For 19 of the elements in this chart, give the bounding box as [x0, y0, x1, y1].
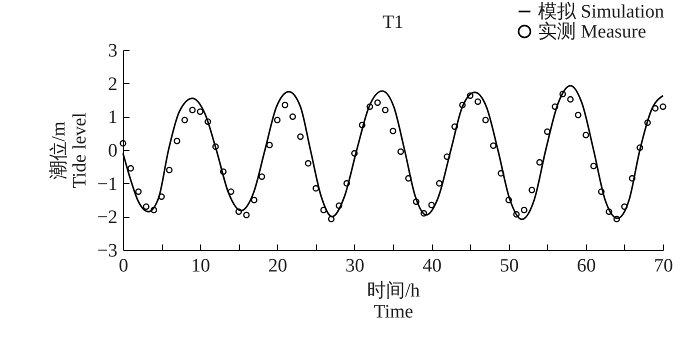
x-tick-label: 20: [268, 256, 288, 276]
x-tick-label: 30: [345, 256, 364, 276]
legend-label: 模拟 Simulation: [538, 2, 665, 22]
legend-label: 实测 Measure: [538, 20, 646, 42]
x-tick-label: 70: [654, 256, 673, 276]
y-tick-label: −3: [97, 240, 118, 262]
y-axis-title: 潮位/m Tide level: [48, 112, 90, 188]
y-tick-label: −2: [97, 207, 118, 228]
y-tick-label: 1: [108, 107, 118, 128]
y-tick-label: 2: [108, 74, 118, 95]
chart-title: T1: [382, 12, 404, 33]
y-tick-label: 3: [108, 40, 118, 62]
x-tick-label: 60: [576, 256, 596, 276]
x-tick-label: 10: [191, 256, 210, 276]
x-axis-title: 时间/h Time: [367, 280, 420, 322]
y-tick-label: 0: [108, 140, 118, 162]
x-tick-label: 40: [422, 256, 442, 276]
y-tick-label: −1: [97, 174, 118, 195]
x-tick-label: 50: [500, 256, 519, 276]
